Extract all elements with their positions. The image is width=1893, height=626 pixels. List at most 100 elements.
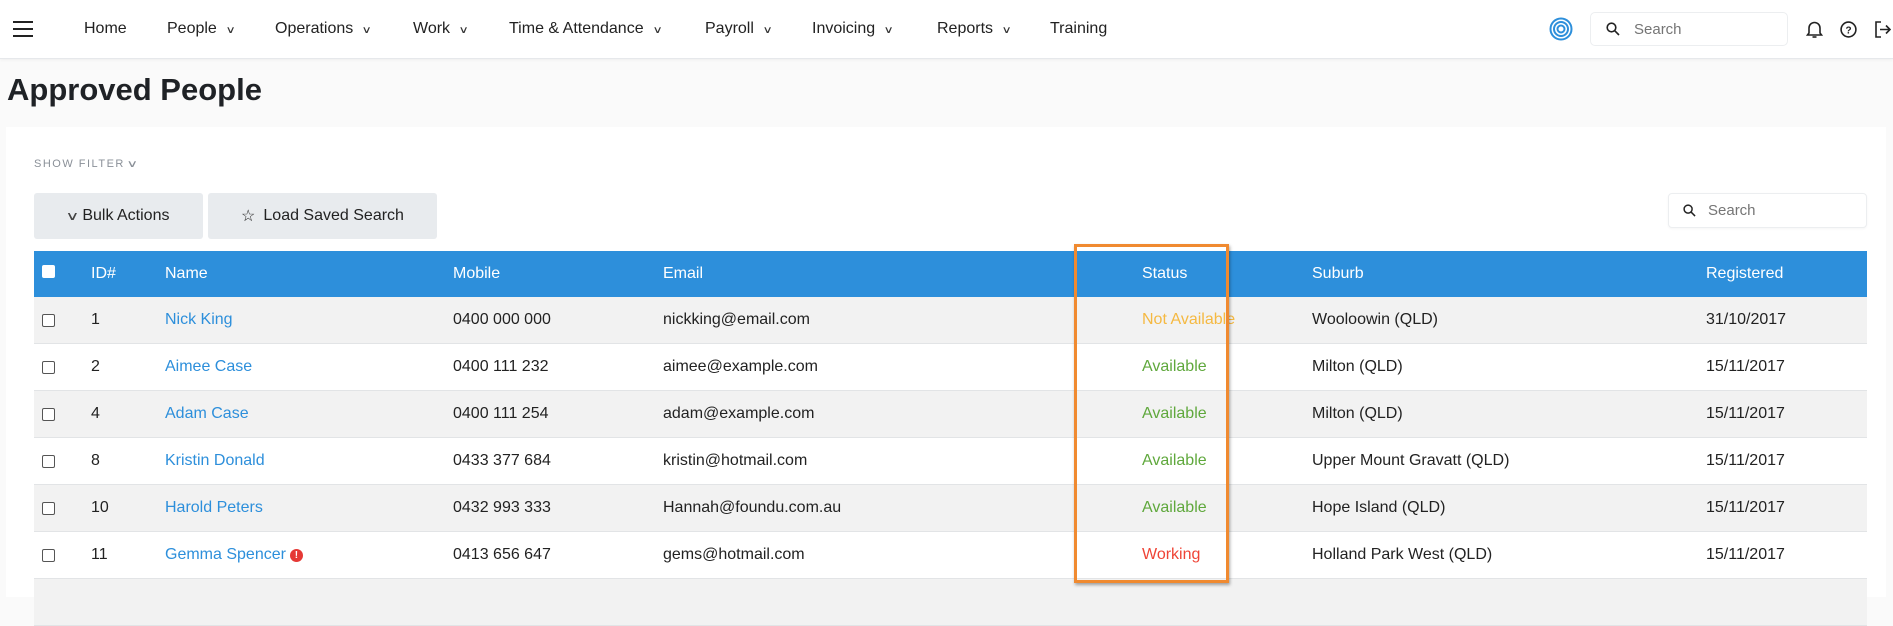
table-row: 8 Kristin Donald 0433 377 684 kristin@ho… — [34, 438, 1867, 485]
table-row: 1 Nick King 0400 000 000 nickking@email.… — [34, 297, 1867, 344]
row-checkbox[interactable] — [42, 314, 55, 327]
status-badge: Working — [1142, 546, 1201, 563]
show-filter-toggle[interactable]: SHOW FILTER ∨ — [34, 158, 139, 170]
column-header-status[interactable]: Status — [1142, 265, 1188, 282]
nav-item-label: Training — [1050, 20, 1108, 37]
cell-email: gems@hotmail.com — [663, 546, 805, 563]
table-row: 4 Adam Case 0400 111 254 adam@example.co… — [34, 391, 1867, 438]
cell-name: Harold Peters — [165, 499, 263, 517]
bulk-actions-button[interactable]: ∨ Bulk Actions — [34, 193, 203, 239]
person-link[interactable]: Kristin Donald — [165, 452, 265, 469]
cell-id: 10 — [91, 499, 109, 516]
person-link[interactable]: Adam Case — [165, 405, 249, 422]
logout-icon[interactable] — [1873, 20, 1891, 39]
bulk-actions-label: Bulk Actions — [82, 207, 170, 224]
cell-registered: 15/11/2017 — [1706, 358, 1785, 375]
cell-name: Aimee Case — [165, 358, 252, 376]
nav-item-work[interactable]: Work ∨ — [413, 20, 469, 38]
cell-name: Kristin Donald — [165, 452, 265, 470]
column-header-mobile[interactable]: Mobile — [453, 265, 501, 282]
status-badge: Available — [1142, 452, 1207, 469]
load-saved-search-button[interactable]: ☆ Load Saved Search — [208, 193, 437, 239]
cell-name: Nick King — [165, 311, 233, 329]
nav-item-label: Invoicing — [812, 20, 876, 37]
cell-id: 1 — [91, 311, 100, 328]
nav-item-invoicing[interactable]: Invoicing ∨ — [812, 20, 894, 38]
chevron-down-icon: ∨ — [361, 25, 373, 36]
nav-item-reports[interactable]: Reports ∨ — [937, 20, 1012, 38]
bell-icon[interactable] — [1806, 20, 1823, 39]
status-badge: Available — [1142, 358, 1207, 375]
nav-item-time-attendance[interactable]: Time & Attendance ∨ — [509, 20, 662, 38]
chevron-down-icon: ∨ — [883, 25, 894, 36]
column-header-email[interactable]: Email — [663, 265, 704, 282]
status-badge: Available — [1142, 499, 1207, 516]
menu-icon[interactable] — [13, 21, 33, 37]
nav-item-training[interactable]: Training — [1050, 20, 1107, 38]
cell-registered: 15/11/2017 — [1706, 405, 1785, 422]
cell-name: Adam Case — [165, 405, 249, 423]
chevron-down-icon: ∨ — [458, 25, 469, 36]
table-row — [34, 579, 1867, 626]
cell-suburb: Milton (QLD) — [1312, 405, 1403, 422]
cell-registered: 31/10/2017 — [1706, 311, 1787, 328]
cell-mobile: 0413 656 647 — [453, 546, 551, 563]
column-header-name[interactable]: Name — [165, 265, 208, 282]
cell-id: 4 — [91, 405, 100, 422]
cell-email: nickking@email.com — [663, 311, 810, 328]
row-checkbox[interactable] — [42, 549, 55, 562]
nav-item-label: Work — [413, 20, 451, 37]
cell-suburb: Upper Mount Gravatt (QLD) — [1312, 452, 1510, 469]
column-header-suburb[interactable]: Suburb — [1312, 265, 1364, 282]
nav-item-operations[interactable]: Operations ∨ — [275, 20, 373, 38]
cell-id: 2 — [91, 358, 100, 375]
column-header-registered[interactable]: Registered — [1706, 265, 1784, 282]
chevron-down-icon: ∨ — [64, 209, 79, 223]
person-link[interactable]: Aimee Case — [165, 358, 253, 375]
row-checkbox[interactable] — [42, 408, 55, 421]
nav-item-people[interactable]: People ∨ — [167, 20, 236, 38]
person-link[interactable]: Nick King — [165, 311, 233, 328]
cell-mobile: 0433 377 684 — [453, 452, 551, 469]
row-checkbox[interactable] — [42, 455, 55, 468]
cell-id: 11 — [91, 546, 108, 563]
cell-suburb: Milton (QLD) — [1312, 358, 1403, 375]
table-row: 2 Aimee Case 0400 111 232 aimee@example.… — [34, 344, 1867, 391]
column-header-id[interactable]: ID# — [91, 265, 116, 282]
nav-item-label: Home — [84, 20, 127, 37]
table-search-input[interactable] — [1708, 202, 1838, 219]
table-search[interactable] — [1668, 193, 1867, 228]
row-checkbox[interactable] — [42, 502, 55, 515]
global-search-input[interactable] — [1634, 20, 1764, 38]
logo-icon[interactable] — [1549, 17, 1573, 41]
search-icon — [1683, 204, 1696, 217]
star-icon: ☆ — [241, 208, 256, 225]
select-all-checkbox[interactable] — [42, 265, 55, 278]
table-row: 10 Harold Peters 0432 993 333 Hannah@fou… — [34, 485, 1867, 532]
cell-id: 8 — [91, 452, 100, 469]
global-search[interactable] — [1590, 12, 1788, 46]
cell-email: aimee@example.com — [663, 358, 818, 375]
person-link[interactable]: Harold Peters — [165, 499, 263, 516]
search-icon — [1606, 22, 1620, 36]
load-saved-search-label: Load Saved Search — [263, 207, 404, 224]
cell-registered: 15/11/2017 — [1706, 452, 1785, 469]
nav-item-label: People — [167, 20, 217, 37]
row-checkbox[interactable] — [42, 361, 55, 374]
nav-item-home[interactable]: Home — [84, 20, 127, 38]
status-badge: Available — [1142, 405, 1207, 422]
cell-suburb: Wooloowin (QLD) — [1312, 311, 1438, 328]
status-badge: Not Available — [1142, 311, 1236, 328]
nav-item-payroll[interactable]: Payroll ∨ — [705, 20, 773, 38]
chevron-down-icon: ∨ — [762, 25, 773, 36]
svg-text:?: ? — [1845, 25, 1851, 36]
person-link[interactable]: Gemma Spencer — [165, 546, 286, 563]
help-icon[interactable]: ? — [1840, 21, 1857, 38]
cell-registered: 15/11/2017 — [1706, 499, 1785, 516]
nav-item-label: Time & Attendance — [509, 20, 644, 37]
top-nav: Home People ∨ Operations ∨ Work ∨ Time & Attend… — [0, 0, 1893, 59]
alert-icon[interactable]: ! — [289, 549, 303, 562]
nav-item-label: Reports — [937, 20, 994, 37]
cell-mobile: 0400 111 232 — [453, 358, 549, 375]
cell-email: kristin@hotmail.com — [663, 452, 808, 469]
